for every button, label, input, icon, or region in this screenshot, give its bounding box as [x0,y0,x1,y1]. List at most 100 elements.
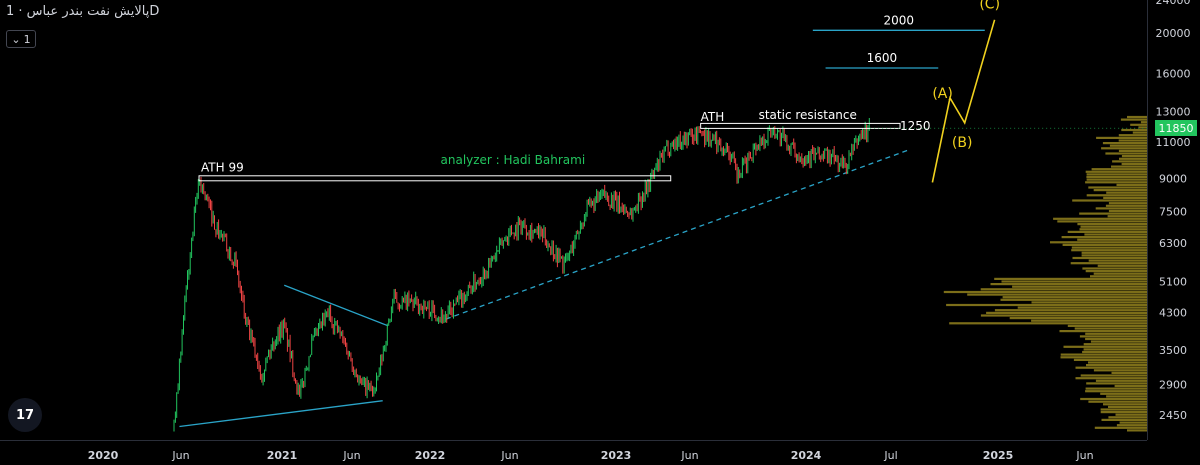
volume-profile-bar [1114,384,1147,388]
volume-profile-bar [1085,390,1147,393]
volume-profile-bar [1108,416,1147,419]
volume-profile-bar [994,309,1147,312]
volume-profile-bar [1090,275,1147,278]
volume-profile-bar [1077,238,1147,241]
volume-profile-bar [1121,155,1147,158]
price-tick-label: 20000 [1156,27,1191,40]
volume-profile-bar [1094,426,1147,429]
volume-profile-bar [1121,162,1147,166]
price-tick-label: 13000 [1156,105,1191,118]
last-price-badge: 11850 [1155,120,1197,137]
volume-profile-bar [1132,131,1147,134]
volume-profile-bar [1088,400,1147,403]
volume-profile-bar [1095,207,1147,210]
time-tick-label: 2024 [791,449,822,462]
volume-profile-bar [1079,212,1147,215]
volume-profile-bar [1093,369,1147,372]
volume-profile-bar [1100,408,1147,411]
support-trendline [445,149,909,320]
annotation-label: ATH [701,110,725,124]
volume-profile-bar [1111,165,1147,168]
trendline [284,284,389,327]
price-tick-label: 24000 [1156,0,1191,7]
target-level-label: 2000 [884,13,915,27]
time-tick-label: 2023 [601,449,632,462]
volume-profile-bar [1088,361,1147,364]
volume-profile-bar [1086,364,1147,367]
volume-profile-bar [1097,264,1147,267]
price-tick-label: 9000 [1159,172,1187,185]
price-tick-label: 2900 [1159,378,1187,391]
wave-label: (C) [979,0,1000,13]
volume-profile-bar [1109,144,1147,147]
volume-profile-bar [1127,429,1147,432]
volume-profile-bar [1031,301,1147,304]
volume-profile-bar [943,290,1147,294]
volume-profile-bar [1080,225,1147,228]
volume-profile-bar [1093,189,1147,192]
volume-profile-bar [1083,348,1147,351]
volume-profile-bar [1057,220,1147,223]
trendlines [179,149,909,428]
volume-profile-bar [1053,217,1147,220]
volume-profile-bar [1081,251,1147,254]
volume-profile-bar [1077,223,1147,226]
volume-profile-bar [1119,421,1147,424]
volume-profile-bar [1108,209,1147,213]
volume-profile-bar [1085,170,1147,173]
level-box [700,122,901,129]
interval-selector[interactable]: ⌄ 1 [6,30,36,48]
volume-profile-bar [1075,366,1147,369]
time-tick-label: Jun [342,449,360,462]
volume-profile-bar [1070,262,1147,265]
volume-profile-bar [1118,149,1147,152]
volume-profile-bar [946,303,1147,307]
volume-profile-bar [1088,186,1147,189]
volume-profile-bar [1101,147,1147,150]
volume-profile-bar [1096,136,1147,139]
volume-profile-bar [1086,194,1147,197]
volume-profile-bar [1061,236,1147,239]
level-label: ATH 99 [201,160,244,174]
chevron-down-icon: ⌄ [11,32,21,46]
time-tick-label: Jul [883,449,897,462]
volume-profile-bar [1085,270,1147,273]
tradingview-logo-icon[interactable]: 17 [8,398,42,432]
volume-profile-bar [1100,392,1147,395]
volume-profile-bar [1118,139,1147,142]
price-tick-label: 5100 [1159,276,1187,289]
volume-profile-bar [1017,306,1147,309]
volume-profile-bar [986,311,1147,314]
volume-profile-bar [980,314,1147,317]
volume-profile-bar [1067,230,1147,233]
target-level-label: 1600 [867,51,898,65]
volume-profile-bar [1086,175,1147,179]
volume-profile-bar [1072,199,1147,202]
price-tick-label: 4300 [1159,307,1187,320]
price-tick-label: 16000 [1156,68,1191,81]
wave-projection-path [931,19,996,183]
volume-profile-bar [1086,382,1147,385]
volume-profile-bar [1105,204,1147,207]
wave-label: (B) [952,135,973,151]
volume-profile-bar [1106,395,1147,398]
symbol-title[interactable]: پالایش نفت بندر عباس · 1D [6,4,160,19]
volume-profile-bar [1083,343,1147,346]
time-tick-label: 2025 [983,449,1014,462]
time-tick-label: 2020 [88,449,119,462]
volume-profile-bar [1091,168,1147,171]
volume-profile-bar [967,293,1147,296]
volume-profile-bar [1000,298,1147,301]
volume-profile-bar [1073,358,1147,361]
volume-profile-bar [1120,118,1147,121]
time-tick-label: Jun [680,449,698,462]
time-tick-label: 2021 [267,449,298,462]
volume-profile-bar [1079,228,1147,231]
volume-profile-bar [949,322,1147,325]
volume-profile-bar [1060,356,1147,359]
volume-profile-bar [1095,379,1147,382]
volume-profile-bar [1067,324,1147,327]
level-label: static resistance [759,108,857,122]
